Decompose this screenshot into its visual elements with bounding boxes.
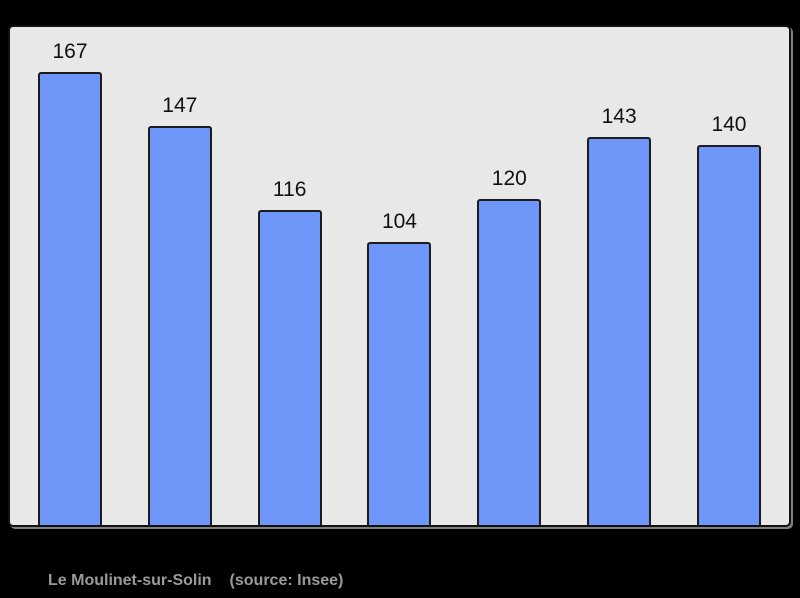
caption-title: Le Moulinet-sur-Solin (48, 572, 212, 589)
bar-value-label: 116 (272, 178, 307, 201)
bar-value-label: 120 (491, 167, 527, 190)
chart-caption: Le Moulinet-sur-Solin (source: Insee) (48, 571, 343, 591)
chart-plot-area: 167 147 116 104 120 143 140 (8, 25, 791, 527)
bar-column: 116 (257, 177, 322, 525)
bar-value-label: 104 (381, 210, 417, 233)
bar (587, 137, 652, 525)
caption-source: (source: Insee) (229, 572, 344, 589)
bar-column: 167 (38, 39, 102, 525)
bar-column: 140 (696, 112, 761, 525)
bar-value-label: 143 (601, 105, 637, 128)
bar-value-label: 167 (52, 40, 88, 63)
bar (257, 210, 322, 525)
bar-column: 120 (477, 166, 542, 525)
bar (477, 199, 542, 525)
bar-column: 147 (147, 93, 212, 525)
bar-value-label: 147 (162, 94, 198, 117)
bar-value-label: 140 (711, 113, 747, 136)
bar (147, 126, 212, 525)
bar (696, 145, 761, 525)
bar-column: 104 (367, 209, 432, 525)
bar (38, 72, 102, 525)
bar-column: 143 (587, 104, 652, 525)
bars-container: 167 147 116 104 120 143 140 (10, 27, 789, 525)
bar (367, 242, 432, 525)
